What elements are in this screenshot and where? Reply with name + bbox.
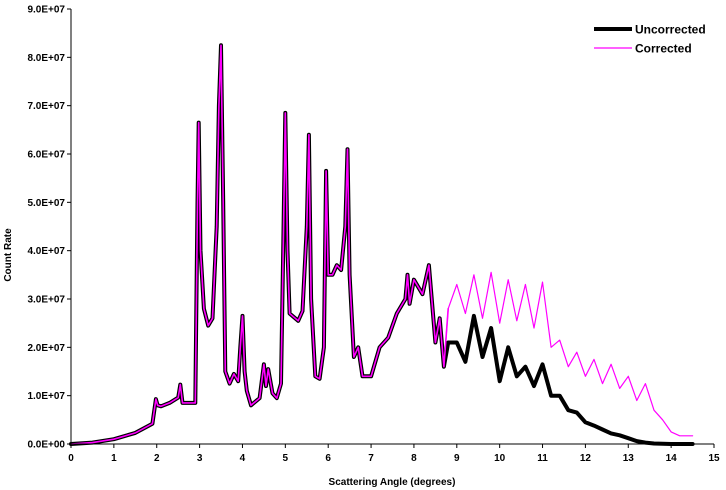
x-tick-label: 4 — [240, 453, 246, 464]
series-line-corrected-overlay — [70, 44, 449, 445]
x-tick-label: 11 — [537, 453, 548, 464]
y-tick-label: 5.0E+07 — [27, 198, 65, 209]
legend: Uncorrected Corrected — [594, 23, 706, 56]
y-tick-label: 2.0E+07 — [27, 343, 65, 354]
x-tick-label: 5 — [283, 453, 289, 464]
y-tick-label: 7.0E+07 — [27, 101, 65, 112]
series-layer — [69, 43, 695, 446]
y-tick-label: 9.0E+07 — [27, 5, 65, 16]
legend-label-uncorrected: Uncorrected — [635, 23, 706, 37]
x-tick-label: 14 — [666, 453, 678, 464]
x-tick-label: 0 — [68, 453, 74, 464]
x-tick-label: 3 — [197, 453, 203, 464]
y-tick-label: 1.0E+07 — [27, 391, 65, 402]
x-tick-label: 6 — [325, 453, 331, 464]
x-tick-label: 13 — [623, 453, 635, 464]
y-tick-label: 8.0E+07 — [27, 53, 65, 64]
x-axis-ticks: 0 1 2 3 4 5 6 7 8 9 10 11 12 13 14 15 — [68, 444, 720, 464]
x-tick-label: 15 — [708, 453, 720, 464]
x-tick-label: 2 — [154, 453, 160, 464]
y-axis-ticks: 0.0E+00 1.0E+07 2.0E+07 3.0E+07 4.0E+07 5.0E+… — [27, 5, 71, 451]
x-tick-label: 12 — [580, 453, 592, 464]
y-tick-label: 4.0E+07 — [27, 246, 65, 257]
y-tick-label: 6.0E+07 — [27, 150, 65, 161]
x-tick-label: 8 — [411, 453, 417, 464]
x-tick-label: 9 — [454, 453, 460, 464]
legend-label-corrected: Corrected — [635, 42, 692, 56]
x-tick-label: 1 — [111, 453, 117, 464]
y-tick-label: 3.0E+07 — [27, 295, 65, 306]
y-tick-label: 0.0E+00 — [27, 440, 65, 451]
x-tick-label: 7 — [368, 453, 374, 464]
series-line-uncorrected — [69, 43, 695, 446]
x-axis-title: Scattering Angle (degrees) — [329, 477, 456, 488]
x-tick-label: 10 — [494, 453, 506, 464]
y-axis-title: Count Rate — [3, 228, 14, 282]
series-line-corrected — [70, 44, 694, 445]
